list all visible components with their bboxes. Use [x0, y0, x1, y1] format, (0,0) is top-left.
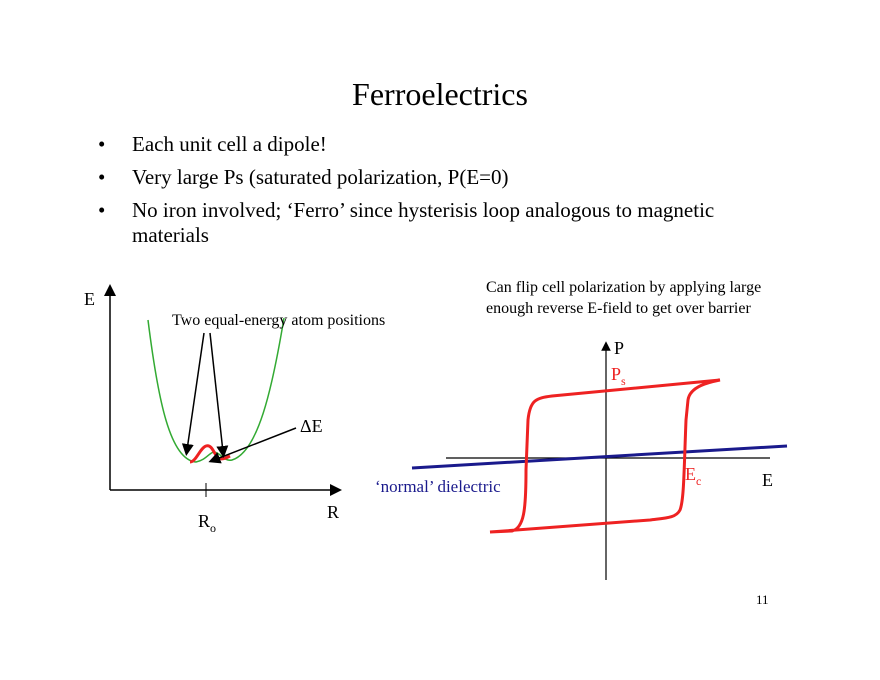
bullet-item: • No iron involved; ‘Ferro’ since hysteri…	[98, 198, 778, 248]
field-axis-label: E	[762, 470, 773, 490]
hysteresis-loop	[489, 378, 721, 534]
ps-label: Ps	[611, 364, 626, 388]
position-arrow-right	[209, 332, 229, 458]
dielectric-line	[411, 444, 788, 470]
bullet-text: Each unit cell a dipole!	[132, 132, 327, 156]
bullet-text: No iron involved; ‘Ferro’ since hysteris…	[132, 198, 715, 247]
bullet-dot: •	[98, 165, 106, 189]
bullet-item: • Each unit cell a dipole!	[98, 132, 778, 157]
barrier-highlight	[189, 444, 231, 464]
bullet-item: • Very large Ps (saturated polarization, …	[98, 165, 778, 190]
bullet-dot: •	[98, 198, 106, 222]
ps-label-main: P	[611, 364, 621, 384]
normal-dielectric-label: ‘normal’ dielectric	[375, 477, 501, 496]
radius-axis-label: R	[327, 502, 339, 522]
energy-diagram: E R Ro ΔE	[84, 284, 342, 535]
page-number: 11	[756, 592, 769, 607]
ec-label-sub: c	[696, 474, 701, 488]
bullet-text: Very large Ps (saturated polarization, P…	[132, 165, 509, 189]
ps-label-sub: s	[621, 374, 626, 388]
positions-label: Two equal-energy atom positions	[172, 312, 386, 329]
r0-label: Ro	[198, 511, 216, 535]
bullet-dot: •	[98, 132, 106, 156]
position-arrow-left	[181, 332, 205, 456]
r0-label-sub: o	[210, 521, 216, 535]
polarization-axis-label: P	[614, 338, 624, 358]
bullet-list: • Each unit cell a dipole! • Very large Ps…	[98, 132, 778, 256]
delta-e-label: ΔE	[300, 416, 323, 436]
energy-axis-label: E	[84, 289, 95, 309]
slide-title: Ferroelectrics	[352, 76, 528, 112]
ec-label: Ec	[685, 464, 701, 488]
hysteresis-diagram: P E Ps Ec	[411, 338, 788, 580]
ec-label-main: E	[685, 464, 696, 484]
barrier-arrow	[208, 427, 297, 464]
r0-label-main: R	[198, 511, 210, 531]
flip-polarization-note: Can flip cell polarization by applying l…	[486, 279, 762, 317]
